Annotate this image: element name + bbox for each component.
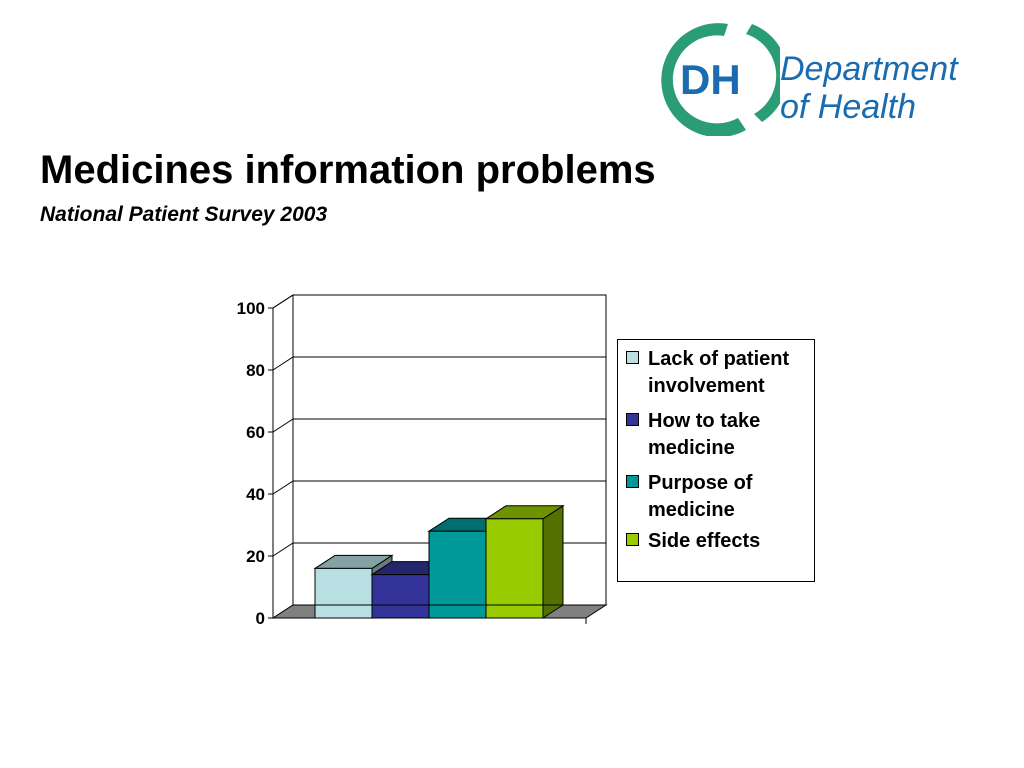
y-tick-label: 20 [246,547,265,566]
y-tick-label: 0 [256,609,265,628]
legend-label: Lack of patient involvement [648,348,790,397]
legend-swatch [626,413,639,426]
legend-label: How to take medicine [648,410,761,459]
legend-swatch [626,475,639,488]
bar-3 [428,530,487,619]
y-tick-label: 100 [237,299,265,318]
bar-1 [314,567,373,619]
legend-label: Side effects [648,530,761,552]
logo-name-line2: of Health [780,88,917,126]
legend-swatch [626,351,639,364]
legend-swatch [626,533,639,546]
legend-label: Purpose of medicine [648,472,753,521]
y-tick-label: 40 [246,485,265,504]
dh-monogram-icon: DH [661,23,788,138]
bar-side-4 [542,504,564,619]
slide-subtitle: National Patient Survey 2003 [40,203,328,226]
y-tick-label: 80 [246,361,265,380]
logo-name: Department of Health [780,50,958,126]
logo-ring-outer [661,23,746,138]
logo-monogram: DH [680,56,741,103]
logo-ring-inner [746,24,788,122]
department-of-health-logo: DH Department of Health [650,18,1000,138]
plot-frame [292,294,607,606]
bar-2 [371,574,430,619]
logo-name-line1: Department [780,50,958,88]
bar-4 [485,518,544,619]
y-tick-label: 60 [246,423,265,442]
slide-title: Medicines information problems [40,148,656,192]
chart-side-wall [272,294,294,619]
chart-legend: Lack of patient involvement How to take m… [617,339,815,582]
